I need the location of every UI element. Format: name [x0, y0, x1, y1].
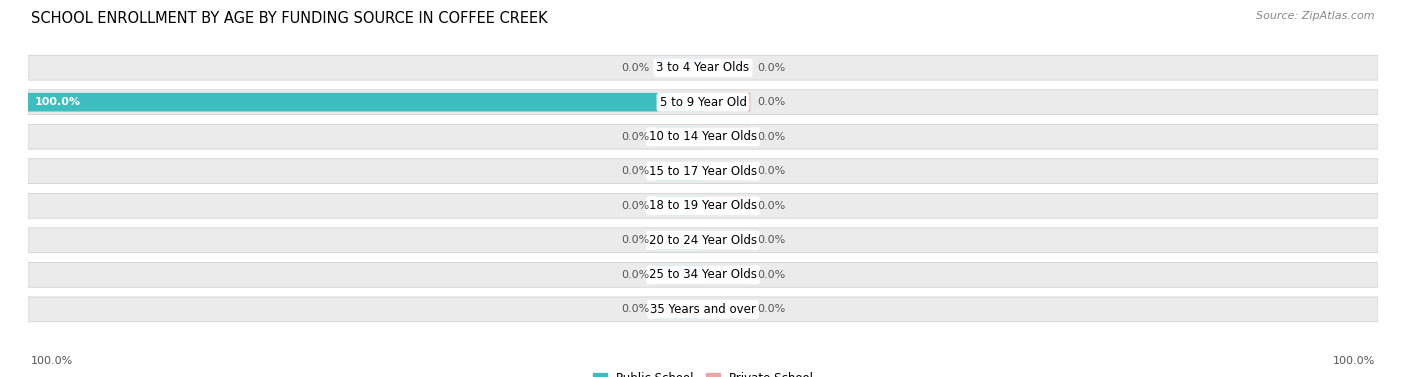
FancyBboxPatch shape	[703, 231, 751, 250]
FancyBboxPatch shape	[28, 124, 1378, 149]
Text: 0.0%: 0.0%	[756, 235, 785, 245]
Text: 0.0%: 0.0%	[621, 63, 650, 73]
Text: 0.0%: 0.0%	[621, 166, 650, 176]
Text: 0.0%: 0.0%	[621, 201, 650, 211]
Text: 3 to 4 Year Olds: 3 to 4 Year Olds	[657, 61, 749, 74]
Text: 0.0%: 0.0%	[756, 97, 785, 107]
Text: 0.0%: 0.0%	[621, 235, 650, 245]
Text: 0.0%: 0.0%	[756, 63, 785, 73]
FancyBboxPatch shape	[655, 162, 703, 181]
FancyBboxPatch shape	[655, 196, 703, 215]
Text: 0.0%: 0.0%	[756, 201, 785, 211]
FancyBboxPatch shape	[703, 300, 751, 319]
Text: 100.0%: 100.0%	[31, 356, 73, 366]
Text: 0.0%: 0.0%	[756, 132, 785, 142]
Legend: Public School, Private School: Public School, Private School	[589, 369, 817, 377]
FancyBboxPatch shape	[28, 159, 1378, 184]
FancyBboxPatch shape	[703, 196, 751, 215]
FancyBboxPatch shape	[703, 162, 751, 181]
FancyBboxPatch shape	[28, 193, 1378, 218]
Text: 18 to 19 Year Olds: 18 to 19 Year Olds	[650, 199, 756, 212]
Text: 0.0%: 0.0%	[756, 270, 785, 280]
Text: 35 Years and over: 35 Years and over	[650, 303, 756, 316]
FancyBboxPatch shape	[703, 58, 751, 77]
Text: Source: ZipAtlas.com: Source: ZipAtlas.com	[1257, 11, 1375, 21]
FancyBboxPatch shape	[28, 297, 1378, 322]
FancyBboxPatch shape	[655, 58, 703, 77]
Text: 5 to 9 Year Old: 5 to 9 Year Old	[659, 96, 747, 109]
FancyBboxPatch shape	[703, 93, 751, 112]
Text: 25 to 34 Year Olds: 25 to 34 Year Olds	[650, 268, 756, 281]
Text: 10 to 14 Year Olds: 10 to 14 Year Olds	[650, 130, 756, 143]
FancyBboxPatch shape	[655, 127, 703, 146]
FancyBboxPatch shape	[655, 231, 703, 250]
FancyBboxPatch shape	[28, 93, 703, 112]
Text: 0.0%: 0.0%	[756, 304, 785, 314]
Text: 0.0%: 0.0%	[621, 132, 650, 142]
FancyBboxPatch shape	[655, 265, 703, 284]
Text: 15 to 17 Year Olds: 15 to 17 Year Olds	[650, 165, 756, 178]
FancyBboxPatch shape	[28, 90, 1378, 115]
FancyBboxPatch shape	[703, 265, 751, 284]
Text: 0.0%: 0.0%	[621, 304, 650, 314]
Text: 0.0%: 0.0%	[621, 270, 650, 280]
FancyBboxPatch shape	[655, 300, 703, 319]
Text: 20 to 24 Year Olds: 20 to 24 Year Olds	[650, 234, 756, 247]
Text: 100.0%: 100.0%	[1333, 356, 1375, 366]
FancyBboxPatch shape	[703, 127, 751, 146]
Text: 100.0%: 100.0%	[35, 97, 82, 107]
Text: 0.0%: 0.0%	[756, 166, 785, 176]
FancyBboxPatch shape	[28, 262, 1378, 287]
FancyBboxPatch shape	[28, 55, 1378, 80]
FancyBboxPatch shape	[28, 228, 1378, 253]
Text: SCHOOL ENROLLMENT BY AGE BY FUNDING SOURCE IN COFFEE CREEK: SCHOOL ENROLLMENT BY AGE BY FUNDING SOUR…	[31, 11, 547, 26]
